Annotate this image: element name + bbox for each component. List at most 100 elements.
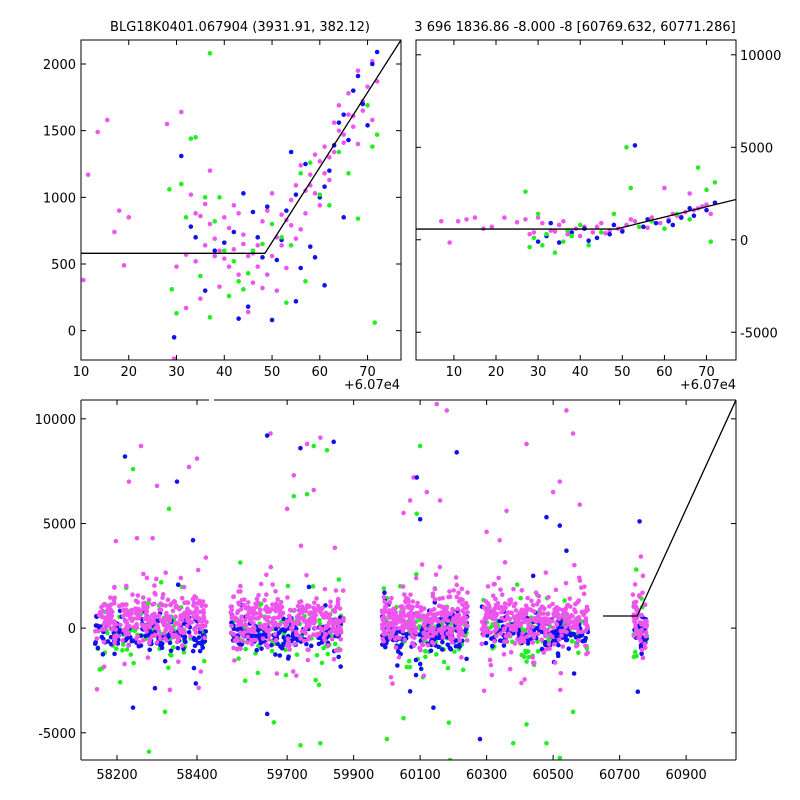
data-point [642, 602, 648, 608]
data-point [162, 658, 168, 664]
data-point [525, 595, 530, 601]
data-point [444, 613, 449, 619]
data-point [417, 661, 423, 667]
data-point [556, 240, 562, 245]
data-point [382, 632, 387, 637]
data-point [312, 608, 317, 614]
data-point [217, 284, 222, 289]
data-point [556, 642, 561, 648]
data-point [401, 510, 406, 516]
data-point [508, 649, 514, 655]
data-point [168, 648, 174, 654]
data-point [275, 623, 281, 628]
data-point [212, 219, 218, 224]
data-point [569, 233, 575, 239]
data-point [434, 635, 439, 641]
data-point [403, 599, 408, 605]
data-point [174, 311, 179, 316]
data-point [549, 634, 555, 640]
data-point [493, 624, 499, 630]
data-point [459, 586, 465, 592]
data-point [182, 600, 187, 606]
data-point [124, 583, 129, 589]
data-point [418, 605, 424, 610]
data-point [327, 155, 332, 160]
data-point [238, 589, 243, 594]
data-point [139, 622, 145, 628]
data-point [429, 608, 434, 613]
data-point [406, 658, 412, 664]
data-point [254, 604, 259, 610]
data-point [523, 189, 528, 194]
data-point [229, 604, 235, 609]
data-point [165, 597, 171, 603]
data-point [632, 143, 638, 148]
data-point [455, 625, 460, 631]
data-point [188, 633, 193, 639]
data-point [416, 614, 422, 620]
data-point [687, 206, 692, 211]
data-point [370, 61, 375, 67]
data-point [203, 603, 208, 609]
data-point [482, 622, 488, 628]
data-point [370, 144, 375, 149]
data-point [527, 231, 532, 237]
data-point [509, 610, 515, 616]
data-point [576, 629, 581, 635]
data-point [382, 609, 388, 615]
data-point [510, 623, 516, 629]
data-point [245, 627, 251, 633]
data-point [498, 631, 503, 636]
data-point [393, 610, 399, 615]
data-point [563, 580, 569, 586]
data-point [235, 608, 241, 614]
data-point [632, 649, 638, 655]
data-point [129, 607, 134, 613]
data-point [251, 637, 256, 643]
data-point [624, 144, 629, 150]
data-point [126, 631, 132, 637]
data-point [557, 755, 563, 760]
panel-2-offset-label: +6.07e4 [680, 378, 736, 393]
data-point [120, 648, 125, 653]
data-point [381, 639, 386, 644]
data-point [407, 624, 412, 630]
data-point [332, 641, 338, 647]
data-point [644, 619, 649, 624]
panel-bottom: 58200 58400 59700 59900 60100 60300 60500 60700… [35, 399, 737, 783]
data-point [576, 575, 582, 581]
panel-2-points [416, 143, 736, 256]
data-point [653, 220, 659, 226]
data-point [328, 604, 333, 609]
data-point [317, 192, 323, 197]
data-point [513, 608, 519, 613]
data-point [435, 611, 441, 616]
data-point [511, 586, 516, 592]
data-point [399, 613, 405, 619]
data-point [547, 604, 552, 609]
data-point [328, 599, 333, 605]
data-point [340, 588, 346, 593]
data-point [298, 163, 304, 168]
data-point [183, 305, 189, 311]
data-point [630, 592, 636, 597]
data-point [126, 215, 132, 220]
data-point [177, 627, 183, 633]
data-point [231, 229, 237, 235]
data-point [245, 600, 251, 605]
data-point [402, 592, 407, 597]
data-point [530, 573, 536, 579]
data-point [188, 192, 194, 197]
panel-2-axes: 10 20 30 40 50 60 70 -5000 0 5000 10000 [416, 40, 781, 380]
data-point [111, 597, 117, 603]
data-point [512, 641, 518, 646]
data-point [397, 644, 403, 650]
data-point [274, 671, 280, 676]
data-point [331, 439, 336, 445]
data-point [158, 580, 164, 585]
data-point [170, 608, 176, 614]
data-point [440, 634, 446, 640]
data-point [638, 554, 644, 559]
data-point [477, 736, 483, 742]
data-point [631, 600, 637, 605]
